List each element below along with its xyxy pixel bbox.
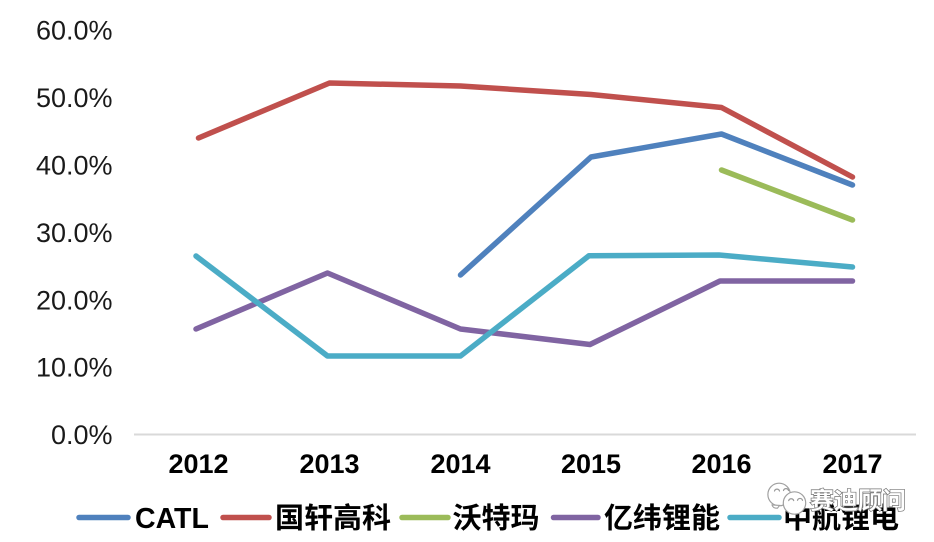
svg-text:40.0%: 40.0% bbox=[36, 151, 113, 181]
svg-text:60.0%: 60.0% bbox=[36, 16, 113, 46]
svg-text:50.0%: 50.0% bbox=[36, 83, 113, 113]
svg-text:2013: 2013 bbox=[299, 449, 359, 479]
svg-text:2012: 2012 bbox=[168, 449, 228, 479]
svg-text:30.0%: 30.0% bbox=[36, 218, 113, 248]
svg-text:0.0%: 0.0% bbox=[51, 420, 113, 450]
svg-text:10.0%: 10.0% bbox=[36, 353, 113, 383]
svg-text:CATL: CATL bbox=[135, 503, 209, 535]
svg-text:2014: 2014 bbox=[430, 449, 490, 479]
svg-text:2015: 2015 bbox=[561, 449, 621, 479]
svg-text:20.0%: 20.0% bbox=[36, 285, 113, 315]
svg-text:2017: 2017 bbox=[822, 449, 882, 479]
svg-text:2016: 2016 bbox=[691, 449, 751, 479]
